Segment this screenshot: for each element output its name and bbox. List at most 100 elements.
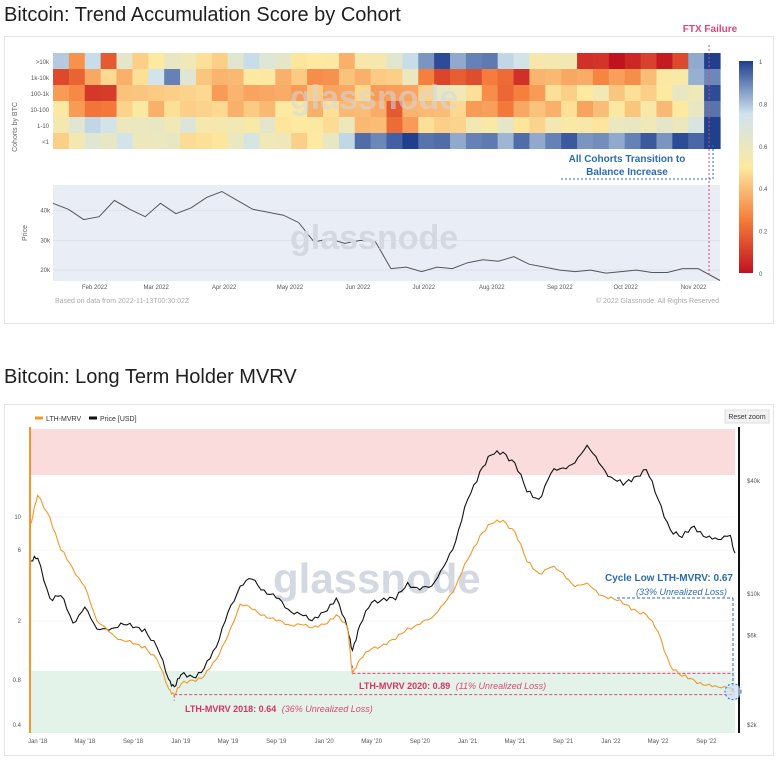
heatmap-cell [688,53,705,69]
heatmap-cell [100,133,118,149]
heatmap-cell [577,133,594,149]
reset-zoom-button[interactable]: Reset zoom [724,409,770,424]
heatmap-cell [688,85,705,101]
chart1-xticks: Feb 2022 Mar 2022 Apr 2022 May 2022 Jun 2022… [82,285,707,291]
left-yticks: 0.4 0.8 2 6 10 [13,515,22,729]
heatmap-cell [608,133,626,149]
heatmap-cell [100,101,118,117]
price-gridlines [53,210,720,271]
heatmap-cell [704,101,721,117]
heatmap-cell [68,53,86,69]
heatmap-cell [275,117,292,133]
heatmap-cell [529,101,546,117]
heatmap-cell [577,53,594,69]
heatmap-cell [434,133,451,149]
heatmap-cell [434,117,451,133]
heatmap-cell [68,117,86,133]
heatmap-cell [68,85,86,101]
heatmap-cell [529,85,546,101]
heatmap-cell [116,85,133,101]
heatmap-cell [195,117,213,133]
heatmap-cell [608,85,626,101]
chart2-xtick: Jan '18 [28,739,48,745]
reset-zoom-bg[interactable] [724,409,770,424]
reset-zoom-label[interactable]: Reset zoom [728,414,766,421]
heatmap-cell [592,85,610,101]
chart2-panel: glassnode LTH-MVRV Price [USD] Reset zoo… [4,404,774,756]
heatmap-ylabel: Cohorts by BTC [12,102,19,152]
heatmap-row-label: 1-10 [37,124,50,130]
red-zone [31,429,735,475]
chart2-xtick: May '20 [361,739,382,745]
heatmap-cell [53,53,70,69]
heatmap-cell [291,69,308,85]
heatmap-cell [307,133,324,149]
heatmap-cell [561,69,578,85]
heatmap-cell [418,69,435,85]
heatmap-cell [84,69,102,85]
heatmap-cell [561,133,578,149]
heatmap-cell [592,53,610,69]
annotation-2018: LTH-MVRV 2018: 0.64 (36% Unrealized Loss… [185,704,373,714]
heatmap-cell [545,69,562,85]
chart2-xtick: May '19 [218,739,239,745]
heatmap-cell [656,69,673,85]
heatmap-cell [354,69,372,85]
heatmap-cell [354,117,372,133]
heatmap-cell [291,53,308,69]
heatmap-cell [688,117,705,133]
footer-left: Based on data from 2022-11-13T00:30:02Z [55,298,190,305]
legend-label-mvrv[interactable]: LTH-MVRV [46,416,81,423]
heatmap-cell [53,69,70,85]
heatmap-cell [180,53,197,69]
annotation-cycle-low: Cycle Low LTH-MVRV: 0.67 [605,573,733,584]
annotation-2020-sub: (11% Unrealized Loss) [456,681,546,691]
heatmap-cell [577,117,594,133]
heatmap-cell [561,53,578,69]
heatmap-cell [561,117,578,133]
heatmap-cell [227,101,245,117]
heatmap-cell [434,85,451,101]
heatmap-cell [481,53,499,69]
heatmap-cell [592,117,610,133]
annotation-2020-label: LTH-MVRV 2020: 0.89 [359,681,450,691]
heatmap-cell [704,133,721,149]
heatmap [53,53,721,149]
price-ytick: 20k [40,268,51,274]
right-ytick: $10k [747,592,761,598]
legend-label-price[interactable]: Price [USD] [100,416,137,423]
heatmap-cell [259,53,276,69]
heatmap-cell [307,85,324,101]
heatmap-cell [100,53,118,69]
chart1-xtick: Oct 2022 [613,285,638,291]
heatmap-cell [275,85,292,101]
annotation-2020: LTH-MVRV 2020: 0.89 (11% Unrealized Loss… [359,681,546,691]
colorbar-ticks: 1 0.8 0.6 0.4 0.2 0 [759,60,768,278]
heatmap-cell [672,69,689,85]
heatmap-cell [116,69,133,85]
annotation-text-2: Balance Increase [586,167,668,178]
heatmap-cell [497,85,515,101]
heatmap-cell [624,101,642,117]
heatmap-cell [513,117,531,133]
colorbar-tick: 0.8 [759,102,768,108]
heatmap-cell [195,133,213,149]
heatmap-cell [672,133,689,149]
heatmap-cell [370,69,388,85]
left-ytick: 0.4 [13,723,22,729]
heatmap-cell [656,117,673,133]
heatmap-cell [545,85,562,101]
heatmap-cell [291,117,308,133]
heatmap-cell [259,133,276,149]
heatmap-cell [68,101,86,117]
heatmap-cell [322,85,340,101]
annotation-text-1: All Cohorts Transition to [569,154,686,165]
heatmap-cell [608,53,626,69]
heatmap-cell [386,85,403,101]
heatmap-cell [68,133,86,149]
heatmap-cell [132,101,149,117]
chart2-xtick: May '21 [504,739,525,745]
heatmap-cell [402,69,419,85]
chart1-xtick: May 2022 [277,285,304,291]
heatmap-cell [688,133,705,149]
